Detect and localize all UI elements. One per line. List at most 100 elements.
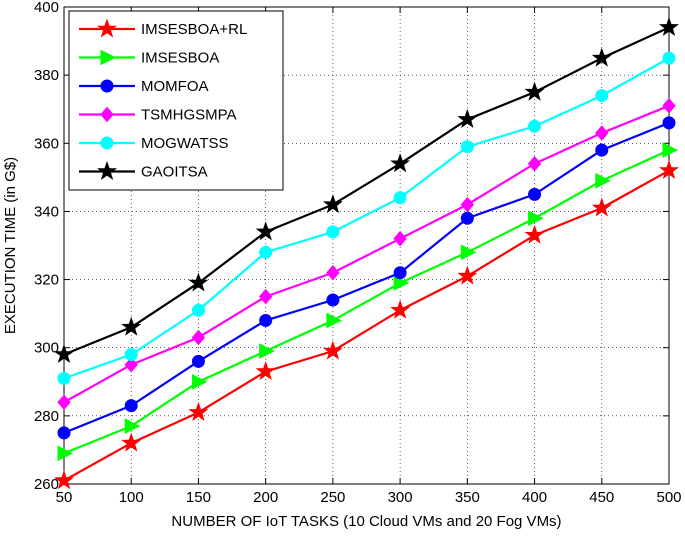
- data-point-imsesboa: [191, 373, 208, 390]
- y-tick-label: 300: [34, 340, 59, 357]
- x-tick-label: 300: [388, 489, 413, 506]
- data-point-tsmhgsmpa: [393, 230, 407, 247]
- data-point-imsesboa: [393, 275, 410, 291]
- legend-marker-tsmhgsmpa: [100, 106, 114, 123]
- series-layer: [53, 16, 680, 490]
- data-point-mogwatss: [259, 245, 273, 259]
- data-point-tsmhgsmpa: [326, 264, 340, 281]
- y-tick-label: 380: [34, 67, 59, 84]
- series-mogwatss: [57, 51, 676, 385]
- y-tick-label: 280: [34, 408, 59, 425]
- data-point-tsmhgsmpa: [57, 394, 71, 410]
- data-point-gaoitsa: [322, 194, 343, 214]
- data-point-momfoa: [528, 187, 542, 201]
- series-line-imsesboa-rl: [63, 169, 670, 482]
- legend-label-imsesboa: IMSESBOA: [141, 50, 219, 67]
- data-point-mogwatss: [393, 191, 407, 205]
- series-imsesboa: [57, 142, 679, 462]
- data-point-tsmhgsmpa: [662, 98, 676, 114]
- series-gaoitsa: [53, 16, 680, 364]
- legend: IMSESBOA+RL IMSESBOA MOMFOA TSMHGSMPA MOGWAT…: [68, 10, 284, 191]
- data-point-mogwatss: [595, 89, 609, 103]
- data-point-mogwatss: [528, 119, 542, 133]
- data-point-imsesboa-rl: [322, 340, 343, 360]
- series-tsmhgsmpa: [57, 98, 676, 410]
- data-point-gaoitsa: [53, 344, 75, 364]
- data-point-tsmhgsmpa: [595, 125, 609, 141]
- data-point-gaoitsa: [591, 47, 612, 67]
- data-point-momfoa: [57, 426, 71, 440]
- series-line-gaoitsa: [63, 26, 670, 356]
- data-point-imsesboa: [595, 172, 611, 189]
- data-point-imsesboa: [528, 210, 544, 227]
- data-point-imsesboa-rl: [255, 361, 276, 381]
- plot-frame: [63, 6, 670, 485]
- data-point-mogwatss: [57, 371, 71, 385]
- y-tick-label: 400: [34, 0, 59, 16]
- legend-marker-mogwatss: [100, 136, 114, 150]
- series-imsesboa-rl: [53, 160, 680, 490]
- data-point-imsesboa: [259, 343, 275, 359]
- data-point-gaoitsa: [658, 16, 680, 36]
- data-point-tsmhgsmpa: [259, 288, 273, 305]
- data-point-imsesboa-rl: [524, 224, 545, 244]
- y-tick-label: 340: [34, 203, 59, 220]
- x-tick-label: 500: [656, 489, 681, 506]
- data-point-imsesboa-rl: [591, 197, 612, 217]
- data-point-mogwatss: [662, 51, 676, 65]
- data-point-momfoa: [595, 143, 609, 157]
- data-point-mogwatss: [124, 348, 138, 362]
- legend-marker-imsesboa: [100, 49, 117, 66]
- data-point-momfoa: [393, 266, 407, 280]
- data-point-imsesboa: [662, 142, 679, 158]
- data-point-tsmhgsmpa: [124, 356, 138, 373]
- data-point-imsesboa-rl: [390, 299, 411, 319]
- x-tick-label: 100: [119, 489, 144, 506]
- x-tick-label: 150: [186, 489, 211, 506]
- x-tick-label: 50: [56, 489, 73, 506]
- legend-marker-momfoa: [100, 79, 114, 93]
- data-point-gaoitsa: [188, 272, 209, 292]
- data-point-imsesboa-rl: [658, 160, 680, 180]
- data-point-gaoitsa: [255, 221, 276, 241]
- data-point-gaoitsa: [524, 81, 545, 101]
- data-point-momfoa: [460, 211, 474, 225]
- data-point-momfoa: [124, 399, 138, 413]
- x-tick-label: 200: [253, 489, 278, 506]
- legend-label-tsmhgsmpa: TSMHGSMPA: [141, 107, 237, 124]
- legend-label-gaoitsa: GAOITSA: [141, 164, 208, 181]
- x-tick-label: 250: [320, 489, 345, 506]
- data-point-mogwatss: [326, 225, 340, 239]
- x-tick-label: 350: [455, 489, 480, 506]
- series-line-momfoa: [63, 121, 670, 434]
- data-point-imsesboa: [460, 244, 477, 261]
- data-point-imsesboa: [326, 312, 343, 329]
- data-point-imsesboa: [57, 445, 74, 462]
- y-axis-title: EXECUTION TIME (in G$): [2, 157, 19, 334]
- data-point-momfoa: [259, 313, 273, 327]
- series-line-mogwatss: [63, 57, 670, 380]
- data-point-momfoa: [326, 293, 340, 307]
- data-point-gaoitsa: [390, 153, 411, 173]
- legend-label-momfoa: MOMFOA: [141, 78, 209, 95]
- legend-marker-gaoitsa: [96, 160, 118, 181]
- data-point-gaoitsa: [457, 108, 478, 128]
- data-point-imsesboa: [124, 418, 141, 434]
- data-point-imsesboa-rl: [457, 265, 478, 285]
- data-point-tsmhgsmpa: [527, 155, 542, 172]
- y-tick-label: 260: [34, 476, 59, 493]
- series-momfoa: [57, 116, 676, 440]
- series-line-tsmhgsmpa: [63, 104, 670, 404]
- x-axis-title: NUMBER OF IoT TASKS (10 Cloud VMs and 20…: [171, 513, 561, 530]
- y-tick-label: 320: [34, 272, 59, 289]
- legend-box: [68, 10, 284, 191]
- y-tick-label: 360: [34, 135, 59, 152]
- x-tick-label: 400: [522, 489, 547, 506]
- x-tick-label: 450: [589, 489, 614, 506]
- series-line-imsesboa: [63, 149, 670, 455]
- data-point-tsmhgsmpa: [191, 329, 206, 346]
- legend-label-imsesboa-rl: IMSESBOA+RL: [141, 21, 247, 38]
- axis-ticks: 50 100 150 200 250 300 350 400 450 500 260 280 300 32…: [34, 0, 682, 506]
